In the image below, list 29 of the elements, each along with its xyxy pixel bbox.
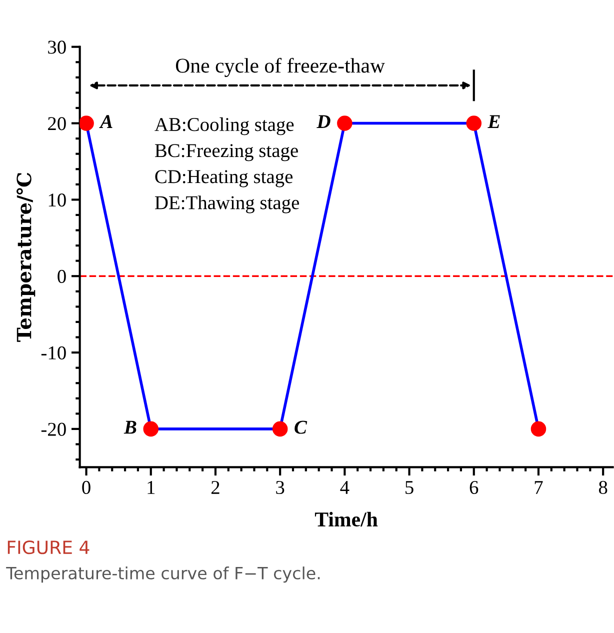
x-tick-label: 8 bbox=[598, 480, 608, 494]
annotation: B bbox=[124, 420, 136, 434]
x-tick-label: 3 bbox=[276, 480, 284, 494]
y-tick-label: 20 bbox=[48, 117, 66, 130]
x-tick-label: 1 bbox=[148, 481, 155, 494]
annotation: C bbox=[294, 420, 308, 434]
x-tick-label: 7 bbox=[534, 481, 543, 494]
annotation: One cycle of freeze-thaw bbox=[176, 58, 385, 78]
y-tick-label: 0 bbox=[58, 270, 66, 284]
annotation: AB:Cooling stage bbox=[154, 117, 294, 136]
annotation: D bbox=[316, 115, 330, 128]
annotation: DE:Thawing stage bbox=[154, 196, 300, 214]
y-axis-title: Temperature/℃ bbox=[16, 172, 36, 342]
y-tick-label: 30 bbox=[48, 40, 66, 54]
annotation: CD:Heating stage bbox=[155, 170, 293, 188]
y-tick-label: -20 bbox=[41, 422, 66, 436]
x-tick-label: 0 bbox=[82, 480, 90, 494]
x-tick-label: 5 bbox=[406, 481, 414, 494]
x-tick-label: 4 bbox=[340, 481, 350, 494]
annotation: E bbox=[488, 115, 500, 128]
y-tick-label: 10 bbox=[48, 194, 66, 207]
x-axis-title: Time/h bbox=[314, 512, 378, 527]
text: Temperature-time curve of F−T cycle. bbox=[6, 566, 320, 583]
x-tick-label: 2 bbox=[211, 480, 220, 494]
caption: FIGURE 4 bbox=[8, 540, 90, 554]
x-tick-label: 6 bbox=[470, 480, 478, 494]
annotation: A bbox=[99, 115, 112, 128]
annotation: BC:Freezing stage bbox=[154, 144, 298, 162]
y-tick-label: -10 bbox=[41, 346, 66, 360]
